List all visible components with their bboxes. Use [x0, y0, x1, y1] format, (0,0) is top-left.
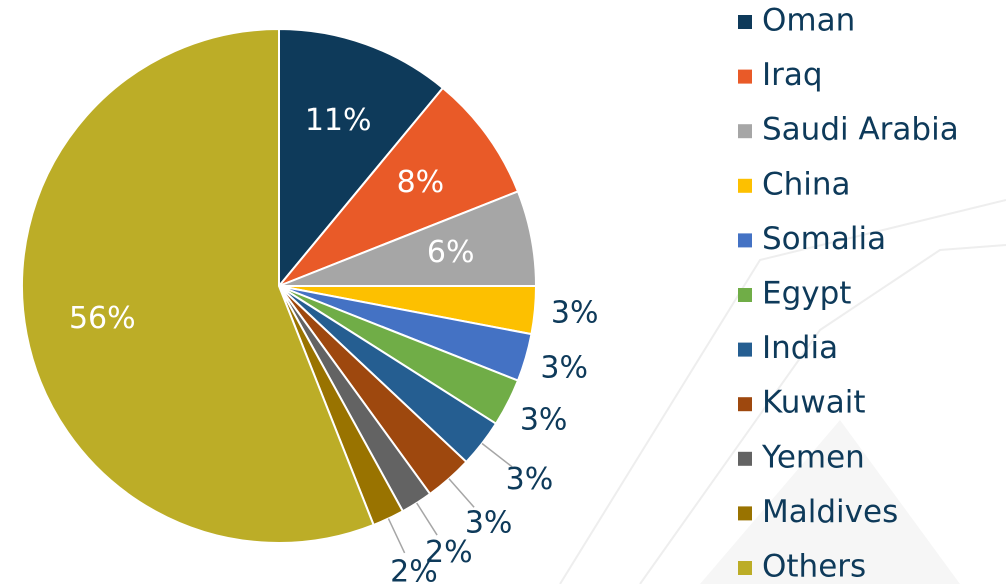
- pie-slice: [278, 86, 520, 287]
- leader-line: [481, 442, 513, 468]
- data-label: 3%: [551, 295, 599, 330]
- leader-line: [448, 478, 475, 508]
- legend-marker: [738, 288, 752, 302]
- data-label: 56%: [69, 301, 136, 336]
- legend-label: China: [762, 166, 851, 202]
- leader-line: [387, 518, 406, 554]
- pie-slice: [21, 27, 375, 544]
- legend-label: India: [762, 330, 838, 366]
- data-label: 2%: [425, 535, 473, 570]
- legend-label: Others: [762, 549, 866, 584]
- legend-marker: [738, 506, 752, 521]
- data-label: 11%: [305, 103, 372, 138]
- data-label: 3%: [465, 505, 513, 540]
- data-label: 8%: [397, 165, 445, 200]
- legend-marker: [738, 178, 752, 193]
- legend-marker: [738, 561, 752, 575]
- data-label: 2%: [390, 554, 438, 584]
- leader-line: [416, 502, 438, 536]
- legend-marker: [738, 233, 752, 248]
- legend-label: Iraq: [762, 57, 823, 93]
- data-label: 3%: [506, 462, 554, 497]
- data-label: 6%: [427, 235, 475, 270]
- legend-marker: [738, 451, 752, 466]
- legend-label: Saudi Arabia: [762, 112, 959, 148]
- background-decoration: [559, 199, 1006, 584]
- legend-label: Maldives: [762, 494, 898, 530]
- legend-label: Oman: [762, 3, 855, 39]
- legend-marker: [738, 15, 752, 29]
- legend-marker: [738, 69, 752, 84]
- legend-label: Somalia: [762, 221, 886, 257]
- data-label: 3%: [520, 402, 568, 437]
- legend-label: Kuwait: [762, 385, 866, 421]
- legend-label: Yemen: [761, 439, 865, 475]
- legend-label: Egypt: [762, 276, 851, 312]
- data-label: 3%: [540, 350, 588, 385]
- legend-marker: [738, 342, 752, 357]
- pie-slice: [278, 27, 445, 289]
- legend-marker: [738, 397, 752, 412]
- legend-marker: [738, 124, 752, 139]
